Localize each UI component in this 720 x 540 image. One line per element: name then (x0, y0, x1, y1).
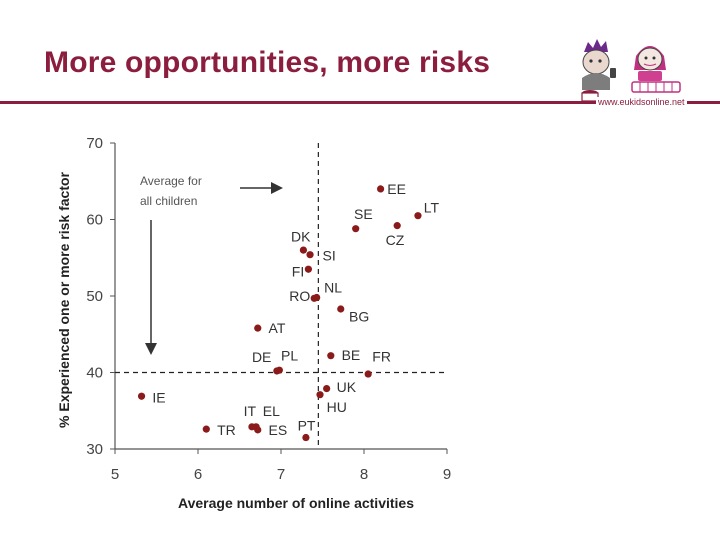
point-label-pl: PL (281, 348, 298, 364)
point-label-cz: CZ (386, 232, 405, 248)
point-label-at: AT (269, 320, 286, 336)
annotation-text: all children (140, 194, 197, 208)
point-label-el: EL (263, 403, 280, 419)
y-tick-label: 60 (86, 212, 103, 229)
data-point-at (254, 324, 262, 332)
data-point-tr (202, 425, 210, 433)
point-label-nl: NL (324, 280, 342, 296)
data-point-se (352, 225, 360, 233)
point-label-bg: BG (349, 309, 369, 325)
y-tick-label: 50 (86, 288, 103, 305)
data-points (137, 185, 422, 442)
page-title: More opportunities, more risks (44, 46, 491, 79)
y-tick-label: 40 (86, 365, 103, 382)
data-point-bg (337, 305, 345, 313)
point-label-si: SI (323, 247, 336, 263)
logo-url: www.eukidsonline.net (596, 97, 687, 107)
data-point-es (254, 426, 262, 434)
point-label-lt: LT (424, 199, 440, 215)
data-point-cz (393, 222, 401, 230)
data-point-si (306, 251, 314, 259)
point-label-ee: EE (387, 181, 406, 197)
title-divider (0, 101, 720, 104)
point-label-se: SE (354, 206, 373, 222)
point-label-it: IT (244, 403, 257, 419)
data-point-fi (304, 265, 312, 273)
x-tick-label: 5 (111, 466, 119, 483)
data-point-pl (275, 366, 283, 374)
point-label-dk: DK (291, 228, 311, 244)
data-point-dk (299, 246, 308, 254)
eu-kids-online-logo (581, 39, 681, 102)
point-label-fr: FR (372, 348, 391, 364)
data-point-fr (364, 370, 372, 378)
point-label-ie: IE (152, 390, 165, 406)
data-point-hu (316, 391, 324, 399)
country-labels: EE LT SE CZ DK SI FI NL RO BG AT DE PL BE FR UK HU IE IT EL… (152, 181, 439, 438)
y-tick-label: 30 (86, 441, 103, 458)
boy-figure-icon (581, 39, 616, 102)
point-label-be: BE (342, 347, 361, 363)
data-point-ee (377, 185, 385, 193)
annotation-text: Average for (140, 174, 202, 188)
data-point-ro (310, 294, 318, 302)
x-tick-label: 8 (360, 466, 368, 483)
y-axis-title: % Experienced one or more risk factor (56, 171, 72, 428)
point-label-es: ES (269, 422, 288, 438)
data-point-uk (323, 384, 331, 393)
x-axis-title: Average number of online activities (178, 495, 414, 511)
point-label-uk: UK (337, 379, 357, 395)
x-tick-label: 9 (443, 466, 451, 483)
point-label-ro: RO (289, 288, 310, 304)
data-point-lt (414, 212, 422, 220)
data-point-ie (137, 392, 146, 400)
keyboard-icon (631, 81, 681, 93)
point-label-hu: HU (327, 399, 347, 415)
x-tick-label: 7 (277, 466, 285, 483)
data-point-pt (302, 433, 310, 442)
girl-figure-icon (634, 46, 666, 81)
average-annotation: Average for all children (140, 174, 283, 355)
point-label-fi: FI (292, 264, 304, 280)
point-label-tr: TR (217, 422, 236, 438)
data-point-be (327, 352, 335, 360)
point-label-pt: PT (298, 417, 316, 433)
point-label-de: DE (252, 349, 271, 365)
y-tick-label: 70 (86, 135, 103, 152)
x-tick-label: 6 (194, 466, 202, 483)
axes: 30 40 50 60 70 5 6 7 8 9 Average number of online … (56, 135, 451, 511)
